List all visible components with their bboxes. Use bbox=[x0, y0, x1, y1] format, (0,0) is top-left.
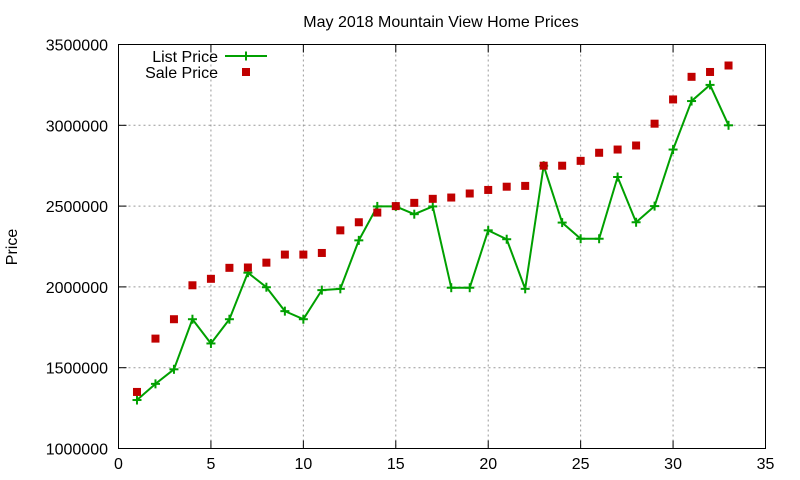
list-price-point bbox=[150, 379, 160, 389]
x-tick-label: 0 bbox=[114, 456, 123, 473]
list-price-point bbox=[650, 201, 660, 211]
list-price-point bbox=[317, 285, 327, 295]
list-price-point bbox=[335, 284, 345, 294]
chart-title: May 2018 Mountain View Home Prices bbox=[303, 14, 578, 31]
sale-price-point bbox=[225, 263, 234, 272]
sale-price-point bbox=[724, 61, 733, 70]
list-price-point bbox=[224, 314, 234, 324]
list-price-point bbox=[409, 209, 419, 219]
x-tick-label: 10 bbox=[294, 456, 312, 473]
series-sale-price bbox=[132, 61, 733, 396]
list-price-point bbox=[594, 234, 604, 244]
list-price-point bbox=[705, 80, 715, 90]
list-price-point bbox=[687, 96, 697, 106]
sale-price-point bbox=[539, 161, 548, 170]
sale-price-point bbox=[669, 95, 678, 104]
y-tick-label: 3500000 bbox=[46, 38, 108, 55]
list-price-point bbox=[668, 145, 678, 155]
legend-item-list-price: List Price bbox=[152, 49, 267, 66]
sale-price-point bbox=[410, 198, 419, 207]
sale-price-point bbox=[558, 161, 567, 170]
sale-price-point bbox=[484, 185, 493, 194]
sale-price-point bbox=[428, 194, 437, 203]
list-price-point bbox=[261, 282, 271, 292]
y-tick-label: 1000000 bbox=[46, 442, 108, 459]
list-price-point bbox=[169, 364, 179, 374]
list-price-point bbox=[631, 217, 641, 227]
list-price-point bbox=[354, 235, 364, 245]
sale-price-point bbox=[632, 141, 641, 150]
list-price-point bbox=[724, 120, 734, 130]
sale-price-point bbox=[502, 182, 511, 191]
y-tick-label: 2000000 bbox=[46, 280, 108, 297]
plot-frame bbox=[118, 44, 766, 449]
sale-price-point bbox=[576, 156, 585, 165]
sale-price-point bbox=[188, 281, 197, 290]
x-tick-label: 20 bbox=[479, 456, 497, 473]
list-price-point bbox=[187, 314, 197, 324]
sale-price-point bbox=[243, 263, 252, 272]
list-price-point bbox=[483, 225, 493, 235]
list-price-point bbox=[465, 283, 475, 293]
x-tick-label: 25 bbox=[572, 456, 590, 473]
series-layer bbox=[132, 61, 734, 405]
legend-marker bbox=[241, 51, 251, 61]
sale-price-point bbox=[447, 193, 456, 202]
sale-price-point bbox=[262, 258, 271, 267]
legend-label: Sale Price bbox=[145, 65, 218, 82]
sale-price-point bbox=[521, 181, 530, 190]
list-price-point bbox=[502, 234, 512, 244]
series-list-price bbox=[132, 80, 734, 405]
sale-price-point bbox=[169, 315, 178, 324]
sale-price-point bbox=[391, 202, 400, 211]
x-tick-label: 35 bbox=[757, 456, 775, 473]
sale-price-point bbox=[206, 274, 215, 283]
list-price-point bbox=[576, 234, 586, 244]
sale-price-point bbox=[299, 250, 308, 259]
sale-price-point bbox=[132, 387, 141, 396]
list-price-point bbox=[613, 172, 623, 182]
y-axis-label: Price bbox=[4, 229, 21, 266]
y-tick-label: 3000000 bbox=[46, 118, 108, 135]
sale-price-point bbox=[373, 208, 382, 217]
sale-price-point bbox=[151, 334, 160, 343]
sale-price-point bbox=[280, 250, 289, 259]
sale-price-point bbox=[465, 189, 474, 198]
ticks: 0 5 10 15 20 25 30 35 1000000 1500000 2000000 25000… bbox=[46, 38, 775, 474]
sale-price-point bbox=[354, 218, 363, 227]
legend-item-sale-price: Sale Price bbox=[145, 65, 250, 82]
list-price-point bbox=[520, 284, 530, 294]
legend-marker bbox=[242, 68, 250, 76]
y-tick-label: 2500000 bbox=[46, 199, 108, 216]
sale-price-point bbox=[613, 145, 622, 154]
x-tick-label: 15 bbox=[387, 456, 405, 473]
list-price-point bbox=[206, 338, 216, 348]
list-price-line bbox=[136, 83, 730, 401]
list-price-point bbox=[428, 201, 438, 211]
sale-price-point bbox=[706, 67, 715, 76]
sale-price-point bbox=[687, 72, 696, 81]
list-price-point bbox=[280, 306, 290, 316]
y-tick-label: 1500000 bbox=[46, 361, 108, 378]
list-price-point bbox=[132, 395, 142, 405]
sale-price-point bbox=[317, 248, 326, 257]
sale-price-point bbox=[650, 119, 659, 128]
grid bbox=[118, 44, 766, 449]
legend-label: List Price bbox=[152, 49, 218, 66]
sale-price-point bbox=[595, 148, 604, 157]
list-price-point bbox=[298, 314, 308, 324]
list-price-point bbox=[446, 283, 456, 293]
list-price-point bbox=[557, 218, 567, 228]
x-tick-label: 30 bbox=[664, 456, 682, 473]
sale-price-point bbox=[336, 226, 345, 235]
x-tick-label: 5 bbox=[206, 456, 215, 473]
